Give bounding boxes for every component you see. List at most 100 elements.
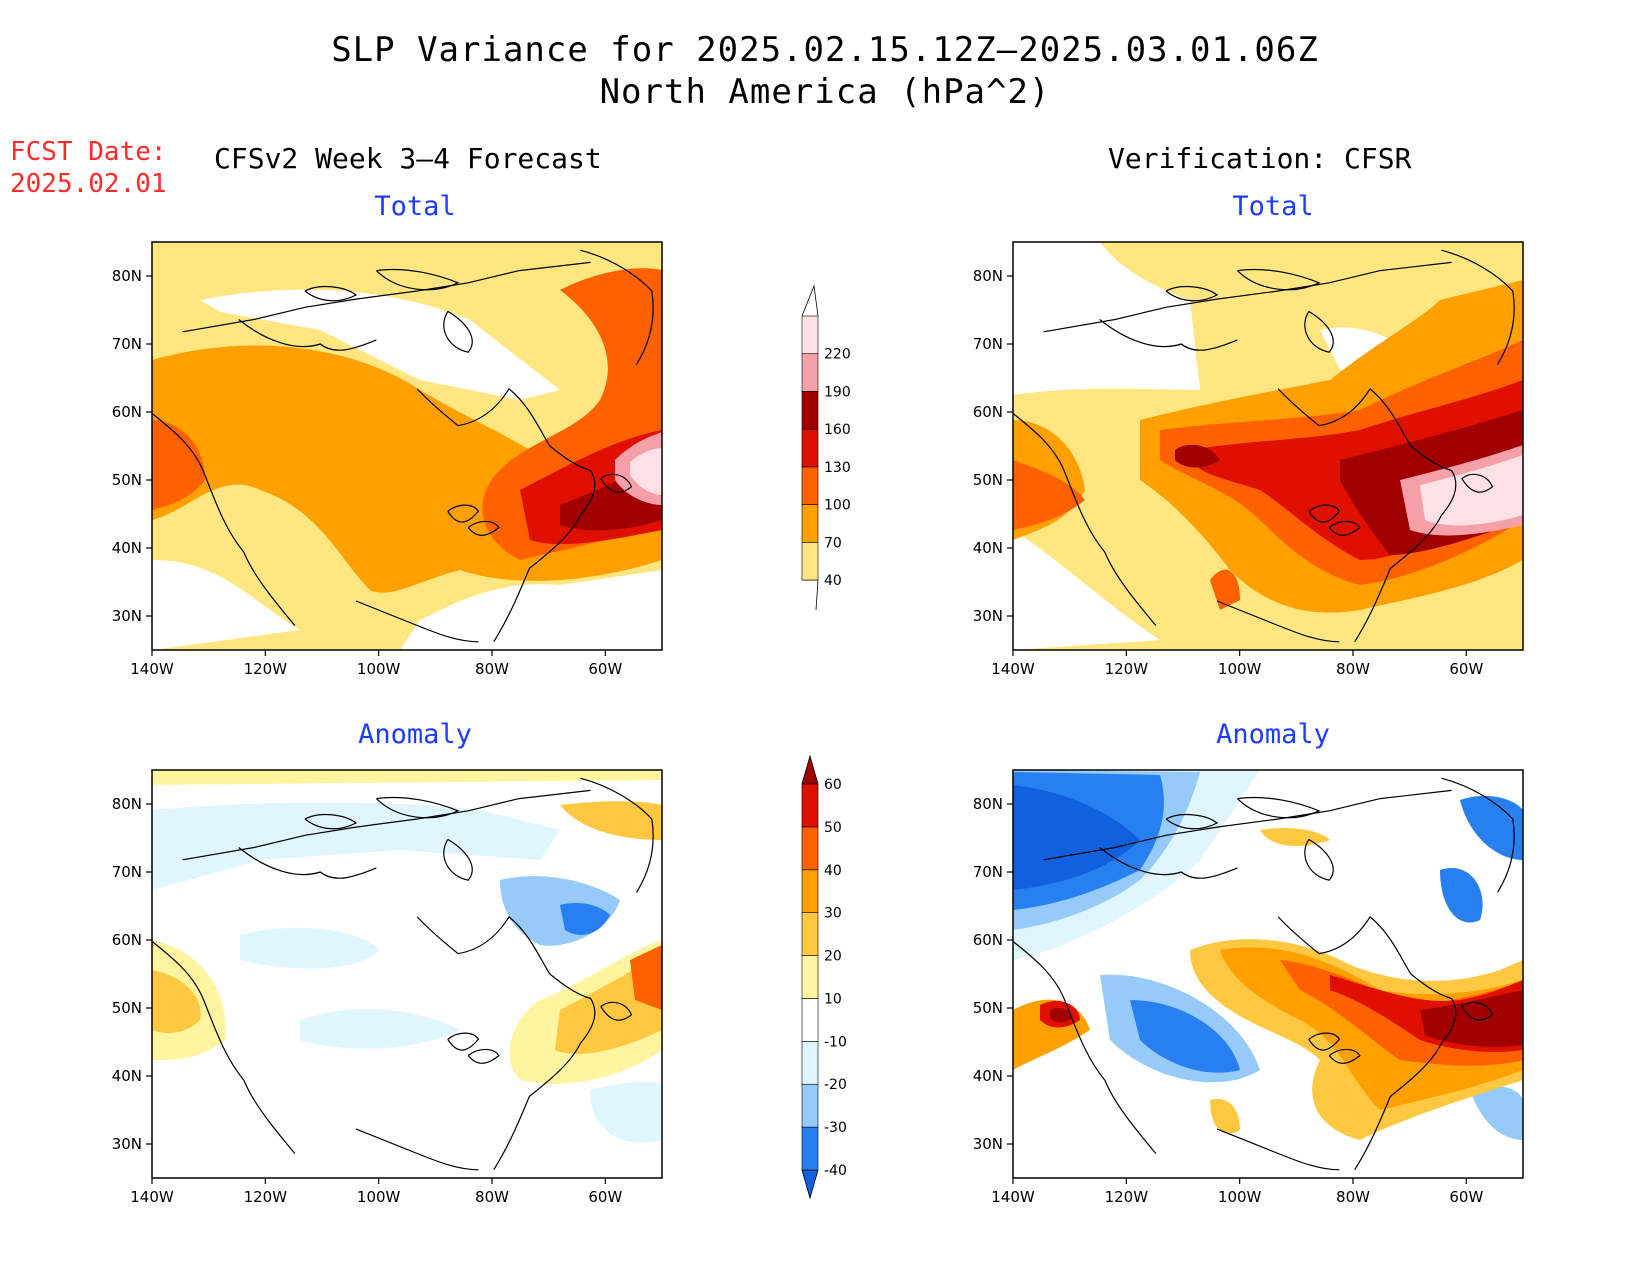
column-heading-verification: Verification: CFSR [1108,142,1412,175]
lat-tick-label: 50N [112,999,142,1017]
coastline-path [1304,310,1334,353]
coastline-path [182,261,591,333]
fcst-date-label: FCST Date: [10,137,167,167]
colorbar-swatch [801,869,819,913]
lat-tick-label: 40N [112,539,142,557]
colorbar-level-label: 60 [824,777,842,793]
lon-tick-label: 60W [588,660,622,678]
colorbar-swatch [801,955,819,999]
coastline-path [467,1048,500,1064]
colorbar-level-label: 40 [824,573,842,589]
panel-title-forecast-total: Total [374,191,456,222]
coastline-path [1236,796,1321,819]
coastline-path [1277,388,1412,447]
coastline-path [447,504,480,523]
lat-tick-label: 30N [112,1135,142,1153]
lon-tick-label: 100W [1218,660,1262,678]
coastline-path [1216,600,1340,643]
lon-tick-label: 60W [1449,1188,1483,1206]
coastline-path [1012,940,1157,1154]
lat-tick-label: 80N [112,267,142,285]
coastline-group [151,249,654,643]
lat-tick-label: 30N [112,607,142,625]
coastline-path [1099,847,1238,879]
lon-tick-label: 140W [991,1188,1035,1206]
lat-tick-label: 60N [973,931,1003,949]
coastline-path [1354,1043,1442,1171]
map-frame [151,241,663,651]
coastline-group [1012,249,1515,643]
map-frame [1012,769,1524,1179]
coastline-path [151,412,296,626]
coastline-path [1441,777,1515,893]
lat-tick-label: 30N [973,1135,1003,1153]
coastline-path [580,777,654,893]
lon-tick-label: 120W [244,1188,288,1206]
lat-tick-label: 50N [973,999,1003,1017]
colorbar-level-label: -30 [824,1120,847,1136]
colorbar-swatch [801,353,819,392]
coastline-path [375,268,460,291]
lon-tick-label: 140W [130,660,174,678]
map-verification-anomaly [1013,770,1523,1178]
colorbar-level-label: -10 [824,1034,847,1050]
lat-tick-label: 40N [973,539,1003,557]
coastline-path [443,310,473,353]
coastline-path [355,1128,479,1171]
lon-tick-label: 120W [1105,1188,1149,1206]
lat-tick-label: 60N [112,931,142,949]
lat-tick-label: 80N [973,267,1003,285]
coastline-path [416,916,551,975]
coastline-path [1354,515,1442,643]
coastline-path [467,520,500,536]
coastline-path [600,473,633,493]
coastline-path [182,789,591,861]
lon-tick-label: 80W [1336,660,1370,678]
column-heading-forecast: CFSv2 Week 3–4 Forecast [214,142,602,175]
colorbar-swatch [801,1126,819,1171]
colorbar-level-label: 40 [824,863,842,879]
colorbar-swatch [801,391,819,430]
lon-tick-label: 80W [475,1188,509,1206]
coastline-path [1410,973,1457,1044]
colorbar-level-label: -20 [824,1077,847,1093]
lat-tick-label: 70N [973,335,1003,353]
coastline-path [1304,838,1334,881]
colorbar-arrow-low [801,1169,819,1200]
lon-tick-label: 120W [244,660,288,678]
colorbar-level-label: 30 [824,906,842,922]
coastline-path [549,445,596,516]
lat-tick-label: 60N [112,403,142,421]
lon-tick-label: 140W [130,1188,174,1206]
lat-tick-label: 30N [973,607,1003,625]
lat-tick-label: 40N [973,1067,1003,1085]
lat-tick-label: 70N [112,335,142,353]
panel-title-forecast-anomaly: Anomaly [358,719,472,750]
map-verification-total [1013,242,1523,650]
colorbar-swatch [801,428,819,468]
colorbar-level-label: 160 [824,422,851,438]
colorbar-level-label: -40 [824,1163,847,1179]
coastline-path [375,796,460,819]
coastline-path [1236,268,1321,291]
lon-tick-label: 80W [475,660,509,678]
lat-tick-label: 80N [973,795,1003,813]
colorbar-swatch [801,466,819,505]
lon-tick-label: 100W [1218,1188,1262,1206]
lon-tick-label: 60W [1449,660,1483,678]
coastline-group [1012,777,1515,1171]
coastline-group [151,777,654,1171]
coastline-path [1043,261,1452,333]
lat-tick-label: 70N [112,863,142,881]
colorbar-swatch [801,504,819,543]
main-title-line1: SLP Variance for 2025.02.15.12Z–2025.03.… [331,30,1319,70]
lat-tick-label: 70N [973,863,1003,881]
coastline-path [447,1032,480,1051]
coastline-path [493,515,581,643]
lat-tick-label: 40N [112,1067,142,1085]
coastline-path [1216,1128,1340,1171]
coastline-path [1308,1032,1341,1051]
coastline-path [493,1043,581,1171]
coastline-path [1461,1001,1494,1021]
